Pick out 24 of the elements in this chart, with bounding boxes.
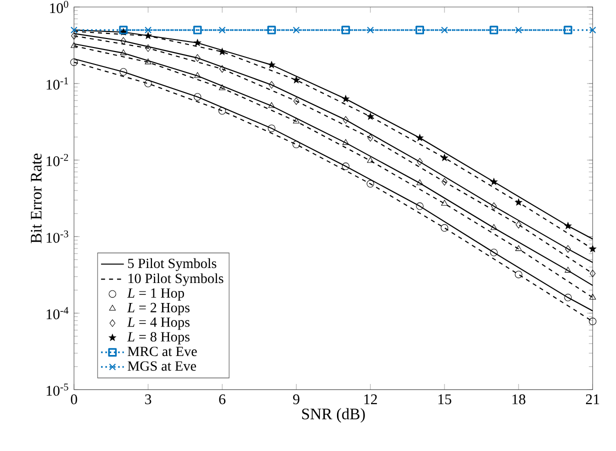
x-tick-label: 15 — [438, 394, 452, 404]
y-tick-label: 10$^{-1}$ — [46, 78, 68, 90]
x-tick-label: 0 — [70, 394, 78, 404]
y-tick-label: 10$^{-4}$ — [46, 307, 68, 320]
x-tick-label: 6 — [219, 394, 226, 404]
x-tick-label: 12 — [364, 394, 377, 404]
legend-label: L = 8 Hops — [127, 332, 190, 345]
legend-label: L = 1 Hop — [127, 288, 184, 301]
legend-label: MGS at Eve — [128, 361, 196, 371]
legend-label: L = 2 Hops — [127, 303, 190, 316]
x-axis-title: SNR (dB) — [302, 408, 365, 423]
legend-label: L = 4 Hops — [127, 318, 190, 330]
y-tick-label: 10$^{-2}$ — [46, 154, 68, 166]
legend-label: MRC at Eve — [128, 346, 197, 356]
y-tick-label: 10$^{-3}$ — [46, 230, 68, 243]
y-tick-label: 10$^{0}$ — [50, 1, 68, 14]
y-axis-title: Bit Error Rate — [30, 154, 42, 244]
legend-label: 10 Pilot Symbols — [128, 273, 224, 286]
legend-label: 5 Pilot Symbols — [128, 258, 216, 272]
x-tick-label: 9 — [293, 394, 300, 404]
x-tick-label: 18 — [512, 394, 526, 404]
x-tick-label: 21 — [586, 394, 600, 404]
y-tick-label: 10$^{-5}$ — [46, 384, 68, 396]
x-tick-label: 3 — [145, 394, 152, 404]
